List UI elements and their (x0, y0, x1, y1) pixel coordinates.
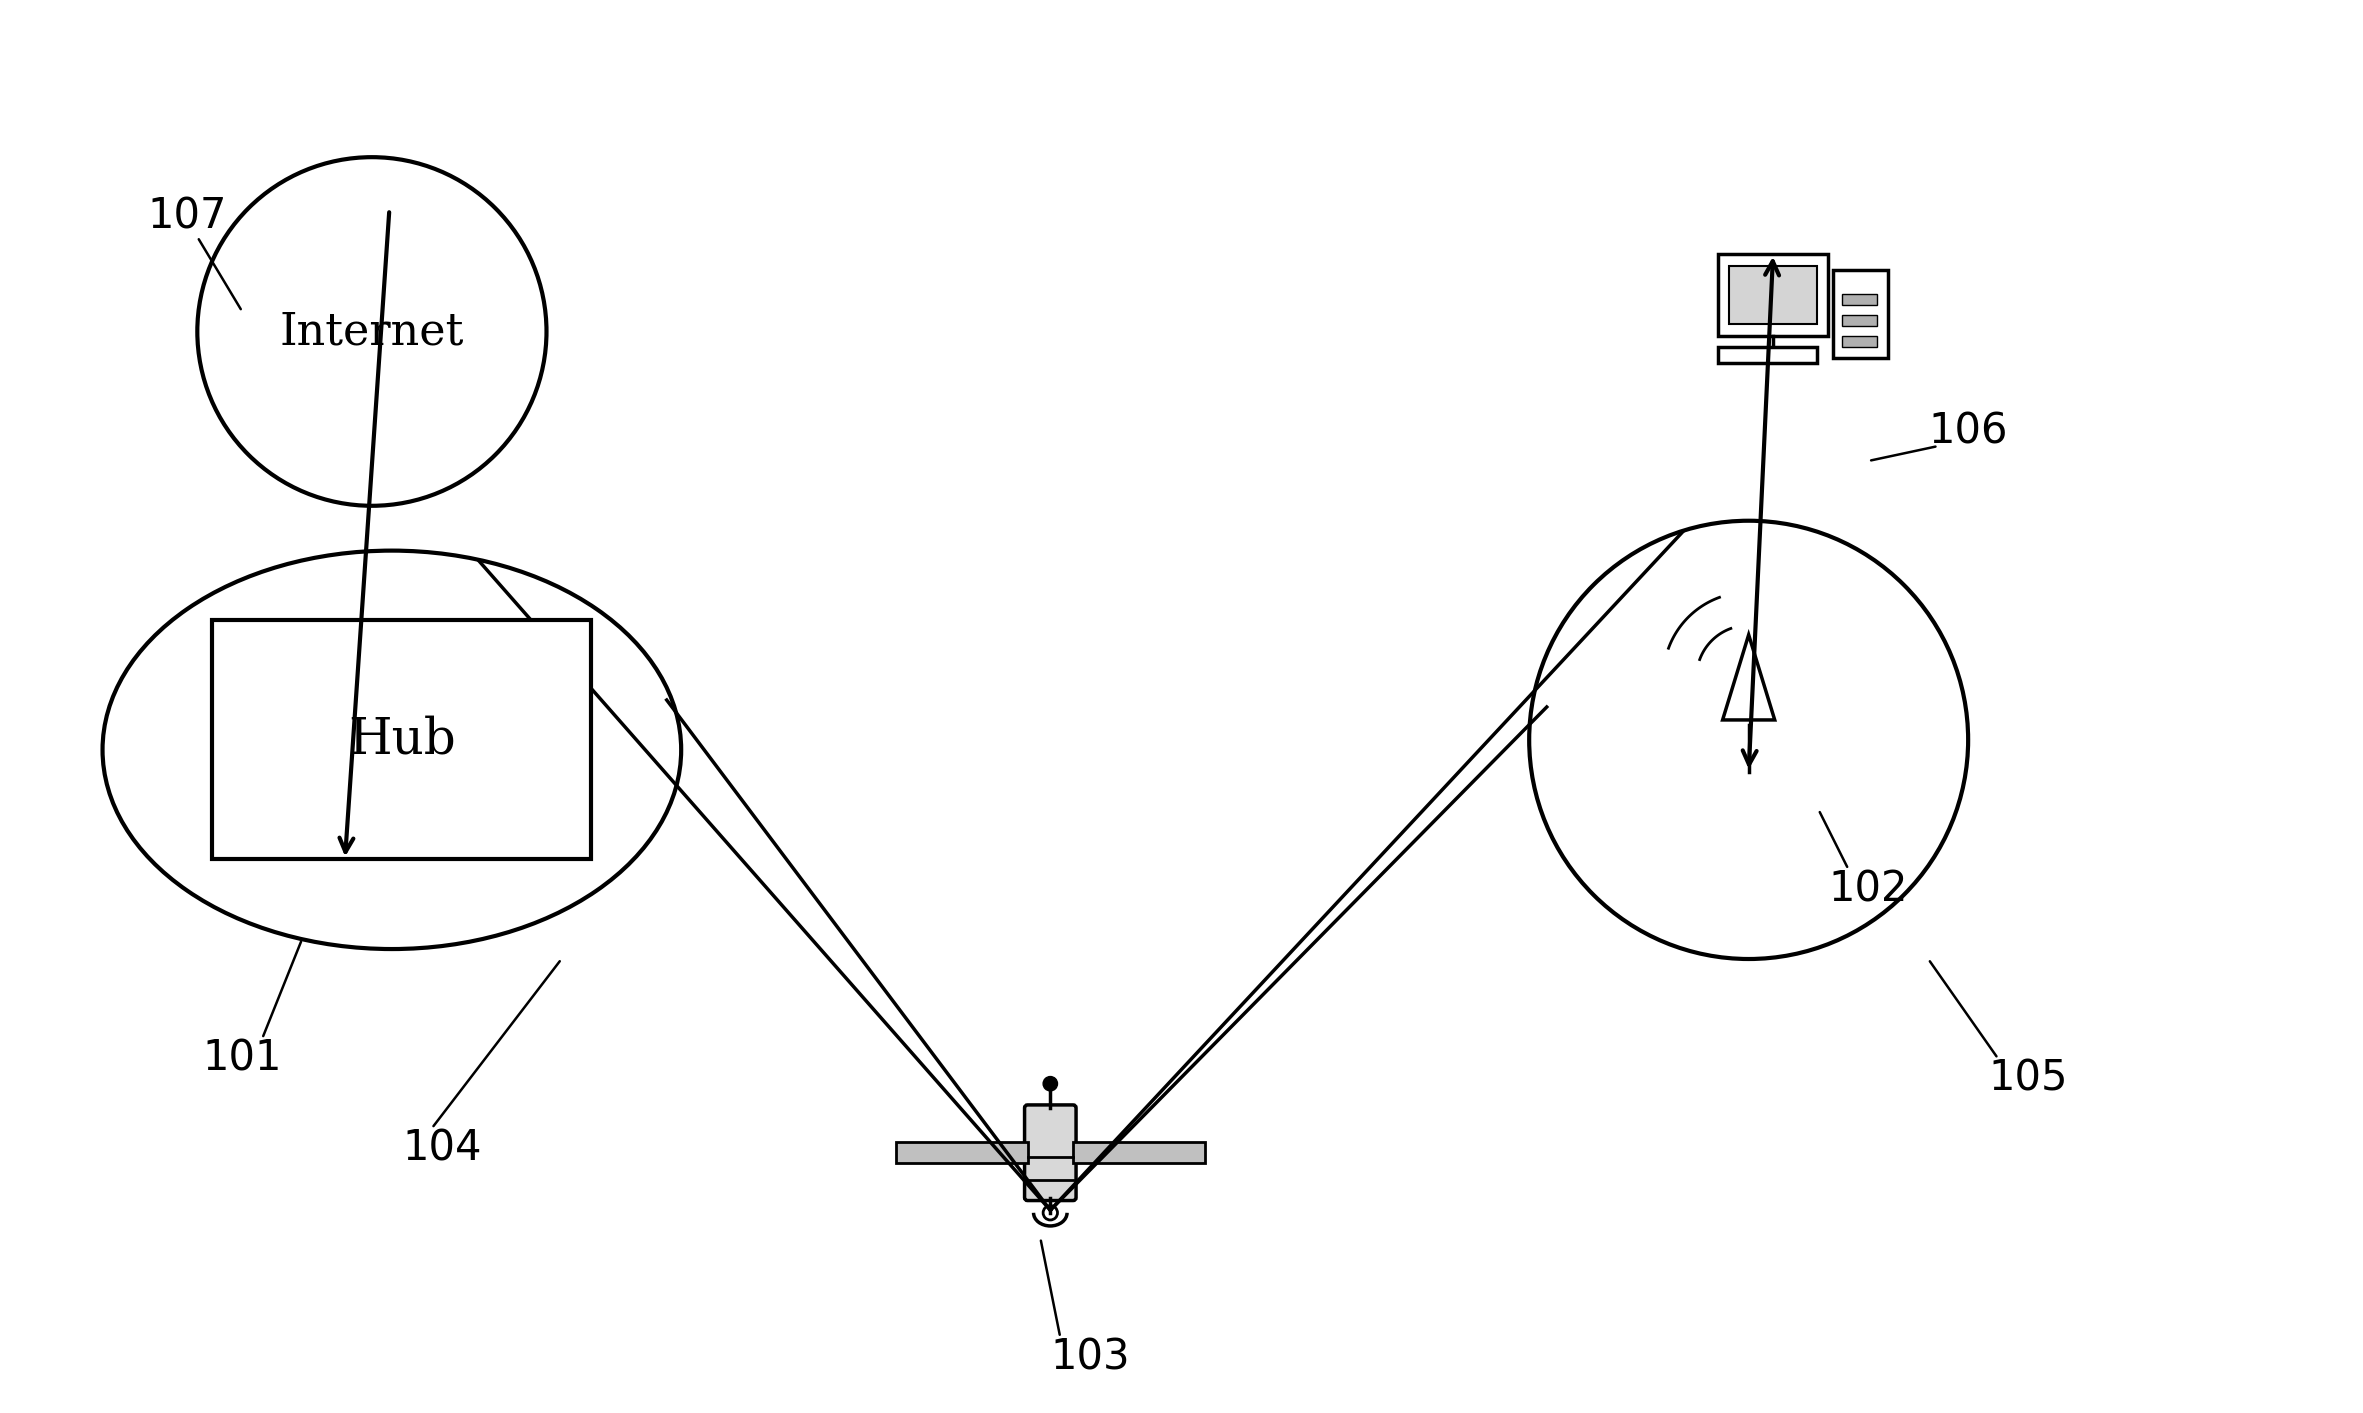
Bar (1841, 315, 1876, 326)
Bar (1730, 266, 1817, 324)
Bar (1718, 254, 1829, 336)
Text: Hub: Hub (347, 715, 456, 764)
FancyBboxPatch shape (1026, 1105, 1075, 1201)
Bar (213, 620, 591, 859)
Text: 106: 106 (1928, 410, 2009, 452)
Text: 102: 102 (1829, 868, 1907, 910)
Text: 107: 107 (147, 196, 227, 237)
Circle shape (1042, 1077, 1059, 1091)
Text: 101: 101 (203, 1037, 281, 1080)
Text: 105: 105 (1987, 1057, 2068, 1099)
Text: 104: 104 (402, 1128, 482, 1169)
Bar (1073, 1142, 1205, 1163)
Bar (1841, 294, 1876, 305)
Bar (1834, 270, 1888, 357)
Text: 103: 103 (1052, 1337, 1130, 1379)
Bar (896, 1142, 1028, 1163)
Bar (1841, 336, 1876, 348)
Text: Internet: Internet (279, 309, 463, 353)
Bar (1718, 348, 1817, 363)
